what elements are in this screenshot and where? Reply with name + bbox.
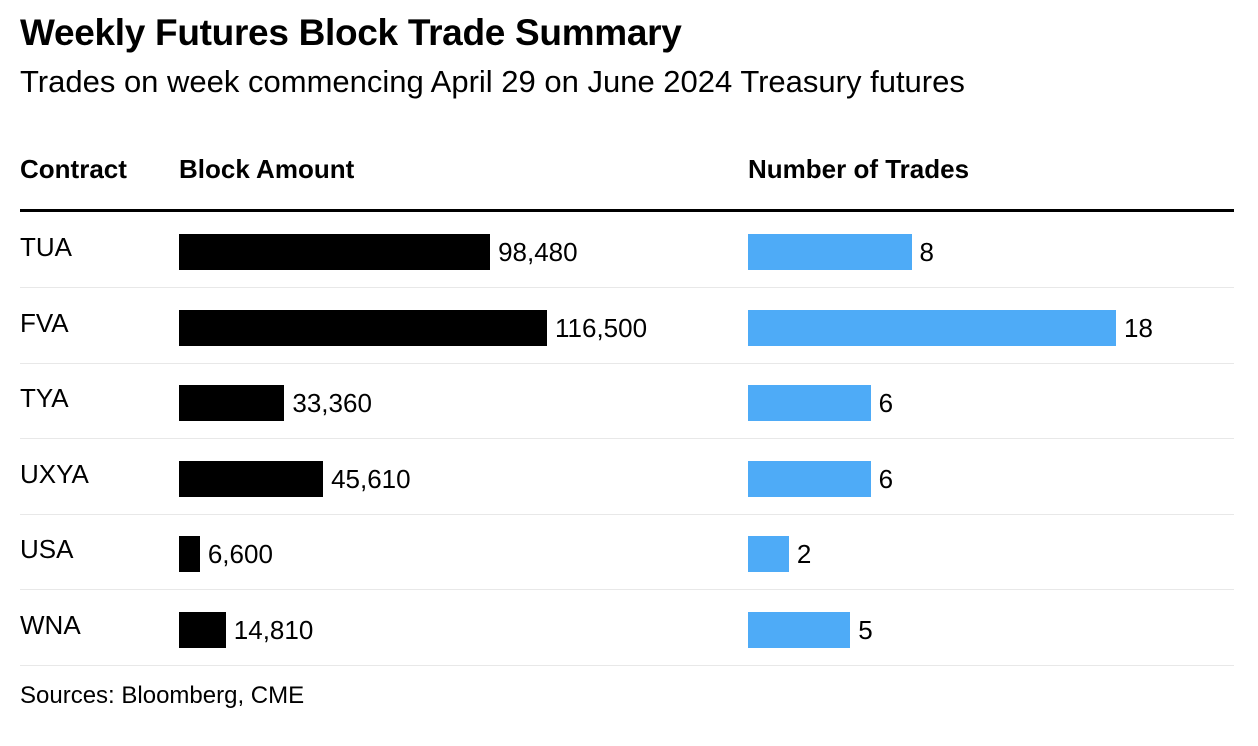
block-amount-bar [179,234,491,270]
chart-subtitle: Trades on week commencing April 29 on Ju… [20,64,965,99]
number-of-trades-value: 8 [919,237,935,267]
number-of-trades-bar [748,309,1116,346]
contract-label: TUA [20,232,72,262]
contract-label: FVA [20,307,69,338]
number-of-trades-bar [748,385,871,421]
number-of-trades-bar [748,234,912,270]
table-row: FVA 116,500 18 [20,288,1234,364]
block-amount-column-header: Block Amount [179,154,355,184]
block-amount-bar [179,309,547,346]
block-amount-bar [179,460,324,497]
number-of-trades-value: 2 [796,539,812,569]
block-amount-value: 33,360 [292,388,372,418]
header-rule [20,209,1234,212]
number-of-trades-value: 5 [858,614,873,645]
contract-label: UXYA [20,458,89,489]
block-amount-value: 45,610 [331,463,411,494]
table-row: UXYA 45,610 6 [20,439,1234,515]
block-amount-value: 14,810 [233,614,314,645]
number-of-trades-value: 6 [878,463,894,494]
number-of-trades-value: 18 [1124,312,1153,343]
number-of-trades-bar [748,460,871,497]
contract-column-header: Contract [20,154,127,184]
contract-label: USA [20,534,74,564]
table-row: TYA 33,360 6 [20,363,1234,439]
contract-label: WNA [20,609,81,640]
block-amount-bar [179,611,226,648]
number-of-trades-column-header: Number of Trades [748,154,970,184]
table-row: WNA 14,810 5 [20,590,1234,666]
block-amount-value: 98,480 [498,237,578,267]
table-row: TUA 98,480 8 [20,212,1234,288]
block-amount-value: 116,500 [555,312,648,343]
number-of-trades-bar [748,611,851,648]
block-amount-value: 6,600 [207,539,273,569]
chart-title: Weekly Futures Block Trade Summary [20,12,682,53]
table-row: USA 6,600 2 [20,514,1234,590]
number-of-trades-value: 6 [878,388,894,418]
contract-label: TYA [20,383,69,413]
source-note: Sources: Bloomberg, CME [20,682,305,709]
block-amount-bar [179,385,285,421]
block-amount-bar [179,536,200,572]
number-of-trades-bar [748,536,789,572]
